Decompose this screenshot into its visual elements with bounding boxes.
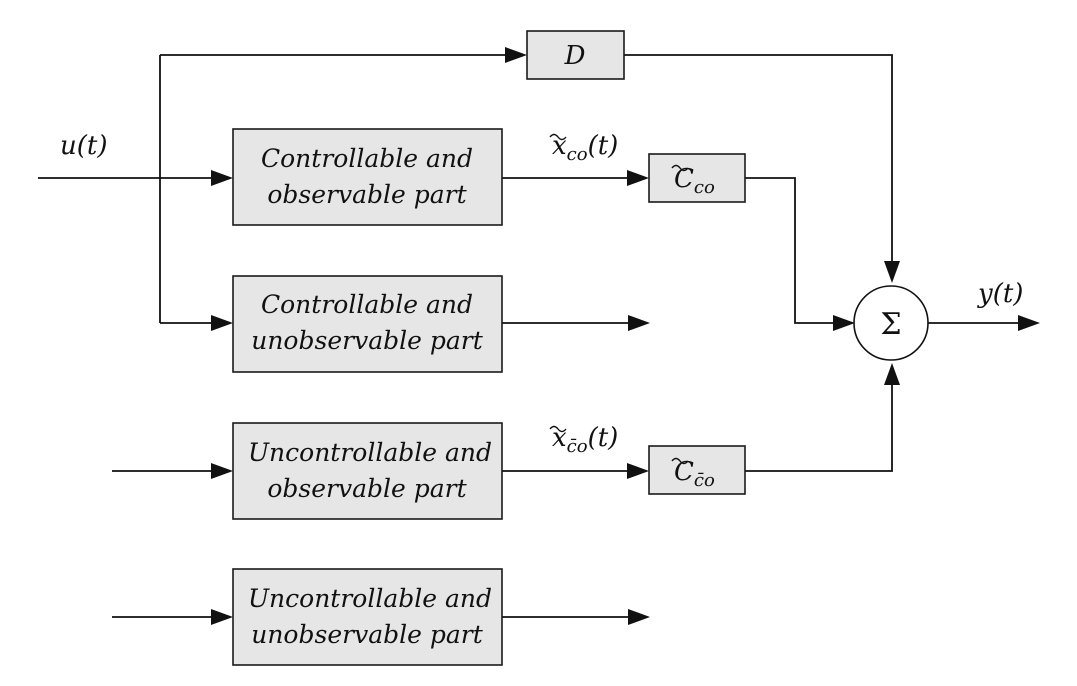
block-label-line1: Controllable and: [261, 290, 473, 319]
block-label-line2: observable part: [267, 180, 467, 209]
arrowhead-sum-bottom: [884, 363, 900, 385]
arrowhead-d-input: [505, 47, 527, 63]
arrowhead-uco-input: [211, 463, 233, 479]
tilde-mark: [549, 133, 567, 141]
arrowhead-c-co-input: [627, 170, 649, 186]
arrowhead-output-y: [1018, 315, 1040, 331]
wire-c-co-to-sum: [745, 177, 843, 324]
block-uncontrollable-observable: Uncontrollable and observable part: [232, 422, 503, 520]
tilde-mark: [549, 425, 567, 433]
arrowhead-cuo-input: [211, 315, 233, 331]
arrowhead-c-cbar-o-input: [627, 463, 649, 479]
signal-label-x-cbar-o: xc̄o(t): [549, 423, 618, 457]
arrowhead-cuo-output: [628, 315, 650, 331]
tilde-mark: [671, 164, 689, 172]
gain-c-co-base: C: [674, 164, 694, 194]
wire-c-cbar-o-to-sum: [745, 377, 893, 472]
arrowhead-co-input: [211, 170, 233, 186]
signal-label-x-co: xco(t): [549, 131, 618, 165]
signal-x-cbar-o-argument: (t): [588, 423, 619, 453]
gain-c-co-subscript: co: [694, 177, 715, 198]
block-controllable-observable: Controllable and observable part: [232, 128, 503, 226]
signal-label-y: y(t): [977, 279, 1023, 309]
summing-junction: Σ: [853, 285, 929, 361]
block-controllable-unobservable: Controllable and unobservable part: [232, 275, 503, 373]
gain-block-d: D: [526, 30, 625, 80]
block-label-line1: Uncontrollable and: [248, 584, 492, 613]
signal-x-co-subscript: co: [567, 144, 588, 165]
block-label-line1: Controllable and: [261, 144, 473, 173]
gain-c-cbar-o-base: C: [674, 457, 694, 487]
arrowheads: [211, 47, 1040, 625]
block-label-line2: unobservable part: [251, 326, 483, 355]
arrowhead-sum-top: [884, 261, 900, 283]
gain-c-cbar-o-subscript: c̄o: [694, 470, 715, 491]
signal-label-u: u(t): [60, 131, 107, 161]
connections: [38, 54, 1025, 618]
gain-block-c-co: Cco: [648, 153, 746, 203]
signal-x-co-argument: (t): [588, 131, 619, 161]
block-label-line2: unobservable part: [251, 620, 483, 649]
block-label-line2: observable part: [267, 474, 467, 503]
signal-x-cbar-o-base: x: [552, 423, 567, 453]
arrowhead-ucuo-output: [628, 609, 650, 625]
svg-text:xc̄o(t): xc̄o(t): [552, 423, 618, 457]
gain-label-d: D: [564, 41, 586, 71]
signal-x-co-base: x: [552, 131, 567, 161]
arrowhead-sum-left: [833, 315, 855, 331]
signal-x-cbar-o-subscript: c̄o: [567, 436, 588, 457]
sigma-symbol: Σ: [880, 307, 901, 342]
tilde-mark: [671, 457, 689, 465]
svg-text:xco(t): xco(t): [552, 131, 618, 165]
gain-block-c-cbar-o: Cc̄o: [648, 445, 746, 495]
block-label-line1: Uncontrollable and: [248, 438, 492, 467]
wire-d-to-sum: [624, 54, 893, 270]
gain-label-c-cbar-o: Cc̄o: [674, 457, 715, 491]
gain-label-c-co: Cco: [674, 164, 715, 198]
arrowhead-ucuo-input: [211, 609, 233, 625]
block-uncontrollable-unobservable: Uncontrollable and unobservable part: [232, 568, 503, 666]
